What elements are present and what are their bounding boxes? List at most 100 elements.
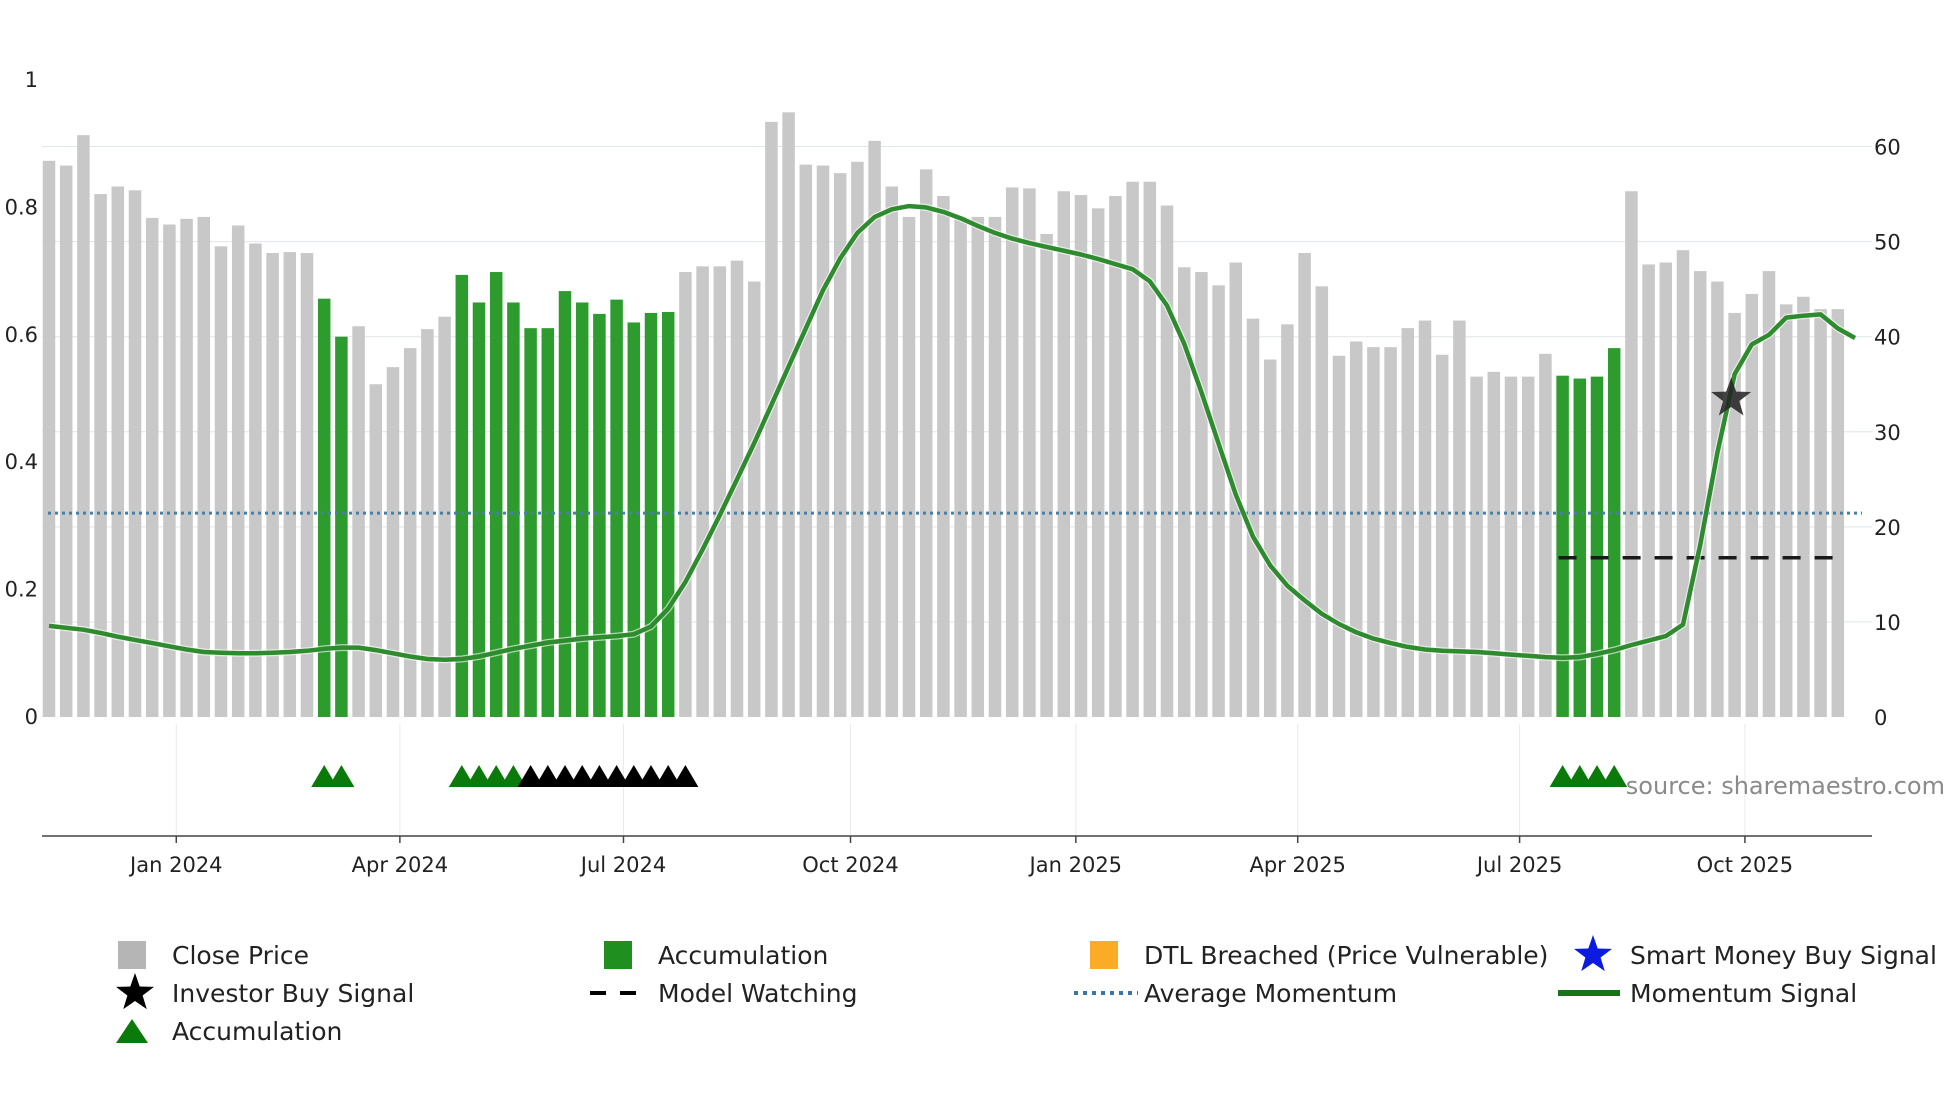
accumulation-bar [1607,348,1621,717]
accumulation-bar [455,274,469,717]
close-price-bar [1349,341,1363,717]
legend-item: Model Watching [590,979,858,1008]
accumulation-triangle [311,765,338,787]
close-price-bar [1797,296,1810,717]
accumulation-bar [317,298,331,717]
close-price-bar [163,224,176,717]
close-price-bar [111,186,125,718]
close-price-bar [197,216,211,717]
close-price-bar [1384,347,1397,717]
close-price-bar [1074,195,1088,718]
model-watching-triangle [603,765,630,787]
legend-item: Close Price [118,941,309,970]
close-price-bar [1367,347,1380,717]
legend-label: DTL Breached (Price Vulnerable) [1144,941,1548,970]
y-right-tick-label: 40 [1874,326,1901,350]
close-price-bar [1332,355,1346,717]
close-price-bar [1659,262,1673,717]
close-price-bar [1711,281,1724,717]
close-price-bar [59,165,73,717]
x-tick-label: Apr 2025 [1249,853,1345,877]
x-tick-label: Jul 2024 [579,853,666,877]
source-label: source: sharemaestro.com [1626,772,1945,800]
legend-item: Accumulation [116,1017,342,1046]
legend-item: Average Momentum [1074,979,1397,1008]
close-price-bar [868,140,881,718]
close-price-bar [1126,181,1139,718]
close-price-bar [833,173,847,718]
close-price-bar [937,195,950,718]
close-price-bar [1160,205,1174,717]
close-price-bar [1453,320,1466,717]
close-price-bar [1831,309,1845,717]
x-tick-label: Oct 2025 [1697,853,1793,877]
accumulation-triangle [500,765,527,787]
close-price-bar [1779,304,1793,717]
accumulation-bar [593,313,606,717]
legend-label: Average Momentum [1144,979,1397,1008]
legend-item: Investor Buy Signal [115,973,414,1010]
model-watching-triangle [534,765,561,787]
close-price-bar [1109,195,1122,718]
close-price-bar [1177,267,1191,717]
accumulation-triangle [483,765,510,787]
legend-symbol-square [1090,941,1118,969]
close-price-bar [919,169,933,717]
accumulation-bar [541,328,555,717]
momentum-signal-line [48,203,1857,662]
legend-label: Investor Buy Signal [172,979,414,1008]
close-price-bar [885,186,899,718]
close-price-bar [214,246,228,717]
legend-label: Momentum Signal [1630,979,1857,1008]
close-price-bar [180,218,193,717]
model-watching-triangle [586,765,613,787]
close-price-bar [765,121,778,717]
close-price-bar [300,253,314,718]
y-right-tick-label: 0 [1874,706,1887,730]
close-price-bar [128,190,142,718]
close-price-bar [1418,320,1432,717]
accumulation-bar [1556,375,1569,717]
legend-label: Accumulation [658,941,828,970]
close-price-bar [799,164,813,717]
y-right-tick-label: 60 [1874,136,1901,160]
model-watching-triangle [569,765,596,787]
x-tick-label: Jul 2025 [1475,853,1562,877]
price-bars [42,112,1845,718]
close-price-bar [1315,286,1329,717]
x-tick-label: Jan 2024 [128,853,223,877]
accumulation-bar [1590,376,1604,717]
close-price-bar [1023,188,1036,717]
close-price-bar [1057,191,1071,718]
close-price-bar [1693,271,1707,717]
y-right-tick-label: 30 [1874,421,1901,445]
accumulation-triangle [1566,765,1593,787]
close-price-bar [1470,376,1483,717]
close-price-bar [369,384,383,717]
close-price-bar [696,266,709,717]
y-right-tick-label: 10 [1874,611,1901,635]
close-price-bar [902,216,916,717]
model-watching-triangle [552,765,578,787]
accumulation-triangle [1549,765,1576,787]
close-price-bar [954,216,967,717]
legend-symbol-square [604,941,632,969]
close-price-bar [1401,328,1415,717]
close-price-bar [1040,234,1053,717]
signal-markers [311,377,1752,787]
signal-lines [48,202,1862,664]
close-price-bar [1298,253,1311,718]
accumulation-triangle [1584,765,1610,787]
close-price-bar [231,225,245,717]
close-price-bar [403,348,417,717]
legend-item: Momentum Signal [1558,979,1857,1008]
model-watching-triangle [517,765,544,787]
close-price-bar [1728,312,1741,717]
legend-label: Model Watching [658,979,858,1008]
accumulation-bar [627,322,641,717]
close-price-bar [971,216,985,717]
accumulation-triangle [328,765,355,787]
y-left-tick-label: 0.2 [5,578,38,602]
y-left-tick-label: 0.6 [5,323,38,347]
